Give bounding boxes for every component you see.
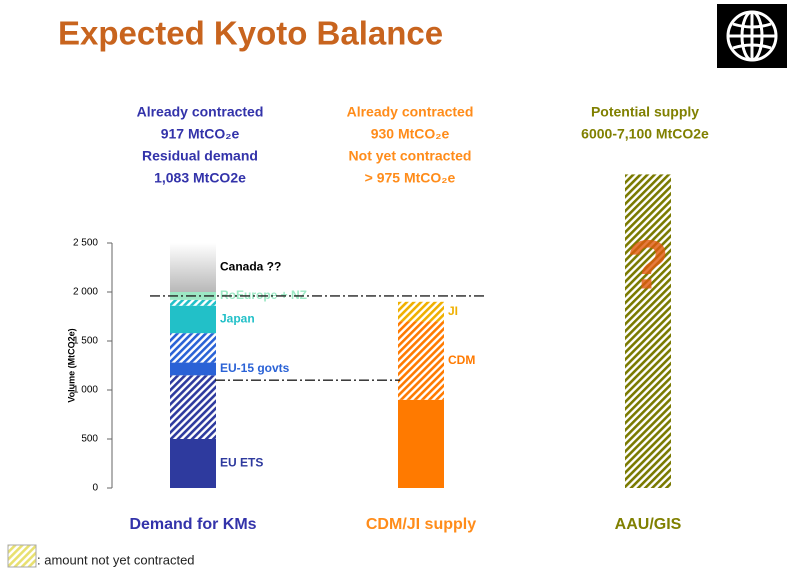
y-tick-label: 2 500 xyxy=(73,238,98,249)
y-tick-label: 500 xyxy=(81,434,98,445)
legend-label: : amount not yet contracted xyxy=(37,552,195,567)
bar-annotation: ? xyxy=(627,225,670,303)
segment-label: CDM xyxy=(448,353,475,367)
legend-swatch xyxy=(7,544,37,568)
bar-segment xyxy=(170,362,216,376)
bar-segment xyxy=(170,243,216,292)
bar-segment xyxy=(625,174,671,488)
column-header: 1,083 MtCO2e xyxy=(154,170,246,186)
segment-label: EU ETS xyxy=(220,456,263,470)
column-header: 917 MtCO₂e xyxy=(161,126,240,142)
segment-label: EU-15 govts xyxy=(220,361,290,375)
bar-segment xyxy=(170,439,216,488)
y-tick-label: 1 000 xyxy=(73,385,98,396)
category-label: Demand for KMs xyxy=(129,516,256,533)
bar-segment xyxy=(170,305,216,334)
column-header: Potential supply xyxy=(591,104,699,120)
segment-label: RoEurope + NZ xyxy=(220,288,307,302)
title: Expected Kyoto Balance xyxy=(58,15,443,52)
y-tick-label: 2 000 xyxy=(73,287,98,298)
category-label: AAU/GIS xyxy=(615,516,682,533)
bar-segment xyxy=(170,375,216,439)
segment-label: Japan xyxy=(220,312,255,326)
bar-segment xyxy=(170,333,216,363)
bar-segment xyxy=(170,299,216,306)
y-axis-label: Volume (MtCO2e) xyxy=(66,328,76,402)
column-header: Already contracted xyxy=(137,104,264,120)
column-header: Not yet contracted xyxy=(349,148,472,164)
column-header: Already contracted xyxy=(347,104,474,120)
bar-segment xyxy=(398,399,444,488)
logo xyxy=(717,4,787,68)
column-header: Residual demand xyxy=(142,148,258,164)
segment-label: Canada ?? xyxy=(220,260,281,274)
column-header: > 975 MtCO₂e xyxy=(365,170,456,186)
bar-segment xyxy=(398,301,444,322)
column-header: 930 MtCO₂e xyxy=(371,126,450,142)
column-header: 6000-7,100 MtCO2e xyxy=(581,126,709,142)
segment-label: JI xyxy=(448,304,458,318)
bar-segment xyxy=(398,321,444,400)
category-label: CDM/JI supply xyxy=(366,516,476,533)
y-tick-label: 1 500 xyxy=(73,336,98,347)
y-tick-label: 0 xyxy=(92,483,98,494)
